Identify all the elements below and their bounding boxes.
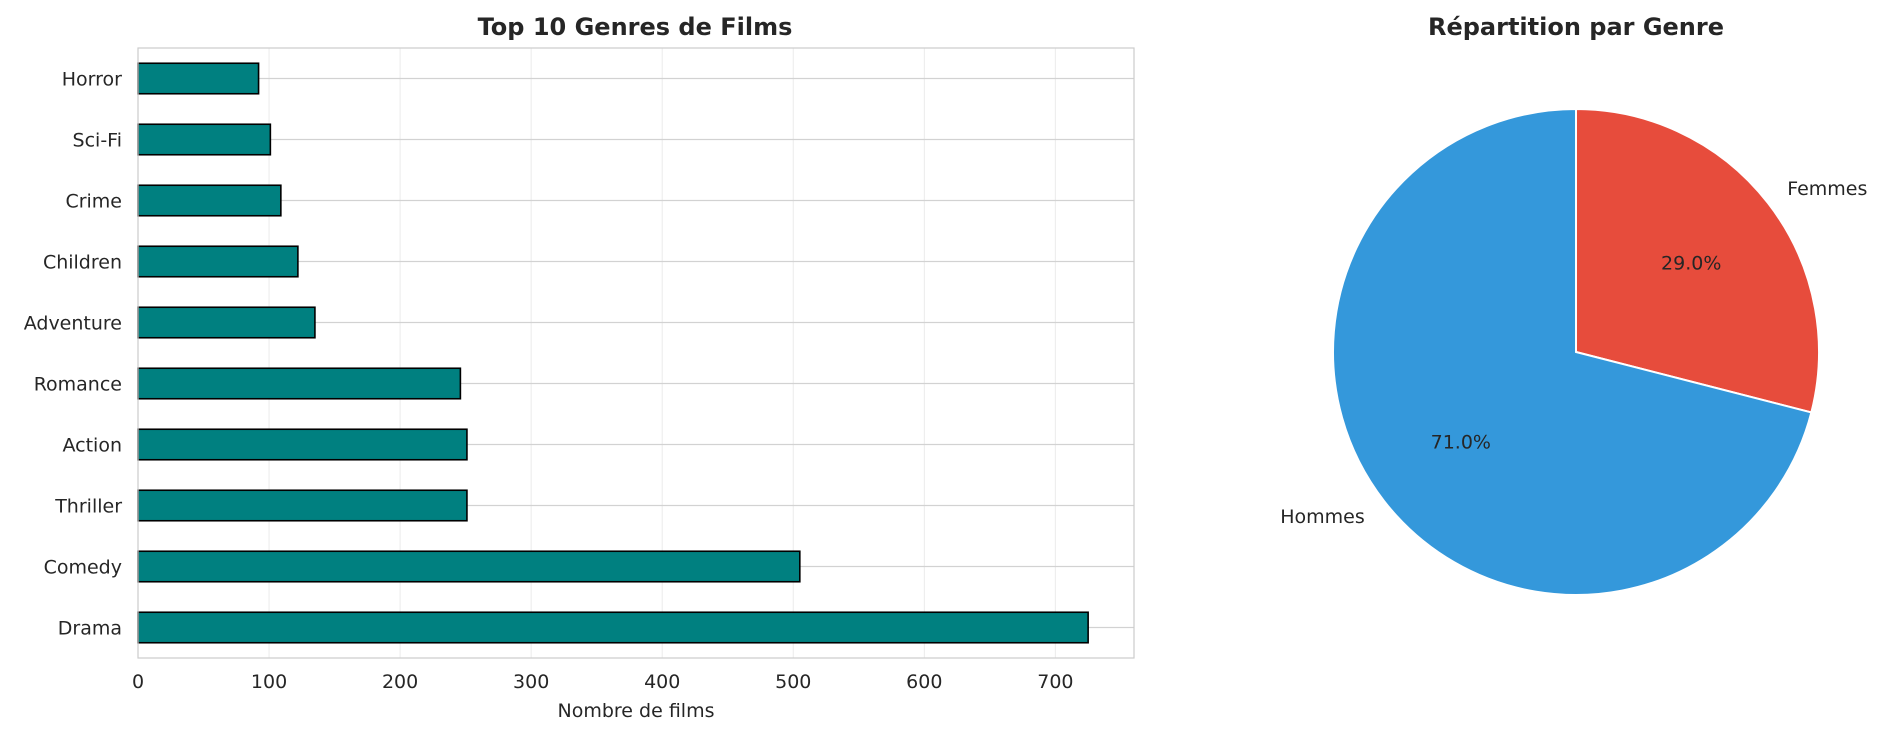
pie-chart-title: Répartition par Genre	[1428, 13, 1724, 41]
pie-chart-labels: Femmes 29.0% Hommes 71.0%	[1280, 178, 1867, 528]
y-tick-label: Thriller	[54, 496, 122, 518]
y-tick-label: Action	[62, 435, 122, 457]
x-tick-label: 400	[644, 671, 680, 693]
bar-children	[137, 245, 299, 278]
y-tick-label: Crime	[65, 191, 122, 213]
bar-chart-x-axis-label: Nombre de films	[558, 700, 715, 722]
bar-crime	[137, 184, 282, 217]
bar-chart-y-tick-labels: Drama Comedy Thriller Action Romance Adventur…	[24, 69, 122, 640]
pie-slice-femmes	[1575, 107, 1820, 414]
y-tick-label: Adventure	[24, 313, 122, 335]
y-tick-label: Comedy	[44, 557, 122, 579]
y-tick-label: Horror	[62, 69, 122, 91]
bar-action	[137, 428, 468, 461]
x-tick-label: 600	[906, 671, 942, 693]
x-tick-label: 100	[251, 671, 287, 693]
bar-horror	[137, 62, 260, 95]
pie-percent-femmes: 29.0%	[1661, 253, 1721, 275]
x-tick-label: 300	[513, 671, 549, 693]
y-tick-label: Sci-Fi	[73, 130, 122, 152]
y-tick-label: Children	[43, 252, 122, 274]
bar-chart-bars	[137, 62, 1089, 644]
bar-romance	[137, 367, 462, 400]
bar-chart-frame	[137, 47, 1135, 659]
x-tick-label: 0	[132, 671, 144, 693]
bar-chart-x-tick-labels: 0 100 200 300 400 500 600 700	[132, 671, 1074, 693]
bar-sci-fi	[137, 123, 272, 156]
bar-drama	[137, 611, 1089, 644]
bar-chart: Top 10 Genres de Films Drama Comedy Thrill…	[24, 13, 1135, 722]
pie-percent-hommes: 71.0%	[1431, 431, 1491, 453]
pie-chart: Répartition par Genre Femmes 29.0% Hommes 7…	[1280, 13, 1867, 596]
pie-chart-slices	[1332, 107, 1820, 596]
bar-comedy	[137, 550, 801, 583]
x-tick-label: 500	[775, 671, 811, 693]
pie-label-femmes: Femmes	[1787, 178, 1867, 200]
pie-label-hommes: Hommes	[1280, 506, 1365, 528]
x-tick-label: 200	[382, 671, 418, 693]
x-tick-label: 700	[1037, 671, 1073, 693]
y-tick-label: Drama	[58, 618, 122, 640]
pie-slice-hommes	[1332, 107, 1813, 596]
bar-adventure	[137, 306, 316, 339]
bar-thriller	[137, 489, 468, 522]
bar-chart-title: Top 10 Genres de Films	[478, 13, 793, 41]
y-tick-label: Romance	[34, 374, 122, 396]
